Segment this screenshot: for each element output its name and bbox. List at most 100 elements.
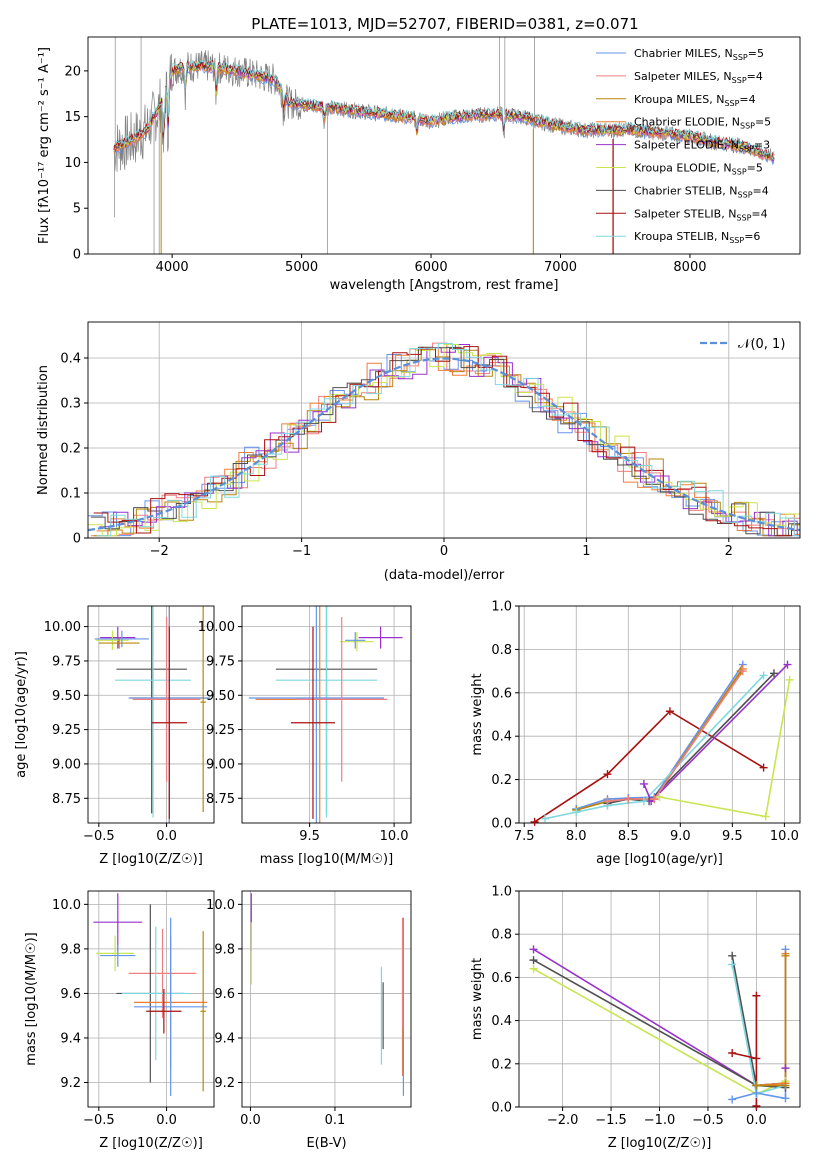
y-tick-label: 8.75	[206, 792, 235, 807]
x-tick-label: −1.0	[644, 1113, 676, 1128]
errorbar-point	[128, 928, 197, 1018]
hist-chabrier-miles	[88, 348, 800, 537]
weight-marker	[785, 675, 794, 684]
y-tick-label: 9.00	[52, 757, 81, 772]
x-axis-label: age [log10(age/yr)]	[596, 852, 723, 867]
x-tick-label: 8000	[673, 260, 706, 275]
y-tick-label: 9.25	[52, 723, 81, 738]
x-tick-label: 8.0	[566, 829, 587, 844]
errorbar-point	[96, 630, 129, 650]
panel-mass-vs-EBV: 0.0 0.1 9.2 9.4 9.6 9.8 10.0 E(B-V)	[206, 890, 412, 1151]
hist-kroupa-elodie	[88, 344, 800, 537]
weight-marker	[728, 951, 737, 960]
model-line-kroupa-stelib	[113, 59, 775, 159]
errorbar-point	[132, 616, 201, 782]
legend-label: Kroupa MILES, NSSP=4	[634, 93, 756, 108]
y-tick-label: 9.00	[206, 757, 235, 772]
y-tick-label: 9.25	[206, 723, 235, 738]
legend-label: 𝒩(0, 1)	[738, 337, 785, 352]
weight-marker	[752, 1081, 761, 1090]
y-tick-label: 0.4	[491, 1014, 512, 1029]
plot-area	[250, 893, 404, 1096]
x-axis-label: Z [log10(Z/Z☉)]	[99, 1136, 203, 1151]
panel-weight-vs-Z: −2.0 −1.5 −1.0 −0.5 0.0 0.0 0.2 0.4 0.6 0.8 1.0 Z […	[470, 885, 801, 1151]
x-tick-label: 9.5	[722, 829, 743, 844]
weight-marker	[624, 795, 633, 804]
axes-frame	[241, 605, 412, 824]
errorbar-point	[200, 931, 206, 1092]
weight-marker	[781, 1064, 790, 1073]
y-tick-label: 9.2	[60, 1076, 81, 1091]
errorbar-point	[146, 988, 182, 1034]
y-axis-label: mass weight	[470, 958, 485, 1040]
y-tick-label: 0.8	[491, 643, 512, 658]
x-tick-label: 7000	[544, 260, 577, 275]
weight-line	[575, 670, 742, 811]
y-tick-label: 1.0	[491, 885, 512, 900]
y-tick-label: 0.0	[491, 817, 512, 832]
spectrum-legend: Chabrier MILES, NSSP=5 Salpeter MILES, NS…	[596, 47, 771, 245]
y-tick-label: 9.75	[52, 654, 81, 669]
x-axis-label: Z [log10(Z/Z☉)]	[608, 1136, 712, 1151]
y-tick-label: 9.8	[60, 942, 81, 957]
y-tick-label: 9.75	[206, 654, 235, 669]
x-tick-label: −1.5	[595, 1113, 627, 1128]
x-tick-label: −0.5	[83, 1113, 115, 1128]
weight-marker	[529, 956, 538, 965]
y-tick-label: 9.8	[214, 942, 235, 957]
weight-marker	[639, 779, 648, 788]
x-tick-label: 0.0	[240, 1113, 261, 1128]
weight-marker	[769, 669, 778, 678]
axes-frame	[241, 890, 412, 1108]
spectrum-data-line	[113, 50, 775, 172]
weight-marker	[728, 1095, 737, 1104]
plot-area	[88, 342, 800, 537]
weight-marker	[529, 945, 538, 954]
errorbar-point	[115, 606, 191, 818]
plot-area	[94, 606, 210, 823]
weight-marker	[783, 660, 792, 669]
y-tick-label: 9.50	[206, 689, 235, 704]
weight-marker	[650, 795, 659, 804]
x-tick-label: −2.0	[547, 1113, 579, 1128]
weight-line	[659, 679, 791, 818]
axes-frame	[87, 890, 215, 1108]
axes-frame	[518, 605, 801, 824]
errorbar-point	[121, 926, 190, 1061]
y-axis-label: Normed distribution	[36, 365, 51, 495]
y-tick-label: 9.2	[214, 1076, 235, 1091]
weight-marker	[728, 1049, 737, 1057]
x-tick-label: 2	[725, 544, 733, 559]
y-tick-label: 8.75	[52, 792, 81, 807]
x-tick-label: 0	[440, 544, 448, 559]
x-tick-label: 5000	[285, 260, 318, 275]
weight-line	[575, 664, 744, 810]
y-tick-label: 0.2	[491, 1057, 512, 1072]
plot-area	[534, 664, 791, 823]
x-axis-label: E(B-V)	[306, 1136, 346, 1151]
y-tick-label: 1.0	[491, 600, 512, 615]
y-axis-label: age [log10(age/yr)]	[14, 651, 29, 778]
y-tick-label: 0	[73, 248, 81, 263]
errorbar-point	[93, 893, 143, 952]
errorbar-point	[291, 626, 335, 819]
errorbar-point	[100, 626, 136, 649]
weight-marker	[759, 671, 768, 680]
x-tick-label: −2	[150, 544, 169, 559]
panel-age-vs-mass: 9.5 10.0 8.75 9.00 9.25 9.50 9.75 10.00 mass [lo…	[198, 605, 412, 867]
errorbar-point	[151, 626, 187, 819]
plot-area	[93, 893, 208, 1096]
normal-curve	[88, 357, 800, 532]
y-tick-label: 10	[64, 156, 81, 171]
axes-frame	[87, 36, 801, 255]
weight-marker	[655, 792, 664, 801]
weight-marker	[759, 763, 768, 772]
legend-label: Chabrier ELODIE, NSSP=5	[634, 116, 771, 131]
legend-label: Chabrier MILES, NSSP=5	[634, 47, 764, 62]
x-tick-label: 1	[582, 544, 590, 559]
panel-weight-vs-age: 7.5 8.0 8.5 9.0 9.5 10.0 0.0 0.2 0.4 0.6 0.8 1.0 age…	[470, 600, 801, 867]
weight-marker	[572, 808, 581, 817]
weight-marker	[603, 797, 612, 806]
y-tick-label: 9.50	[52, 689, 81, 704]
